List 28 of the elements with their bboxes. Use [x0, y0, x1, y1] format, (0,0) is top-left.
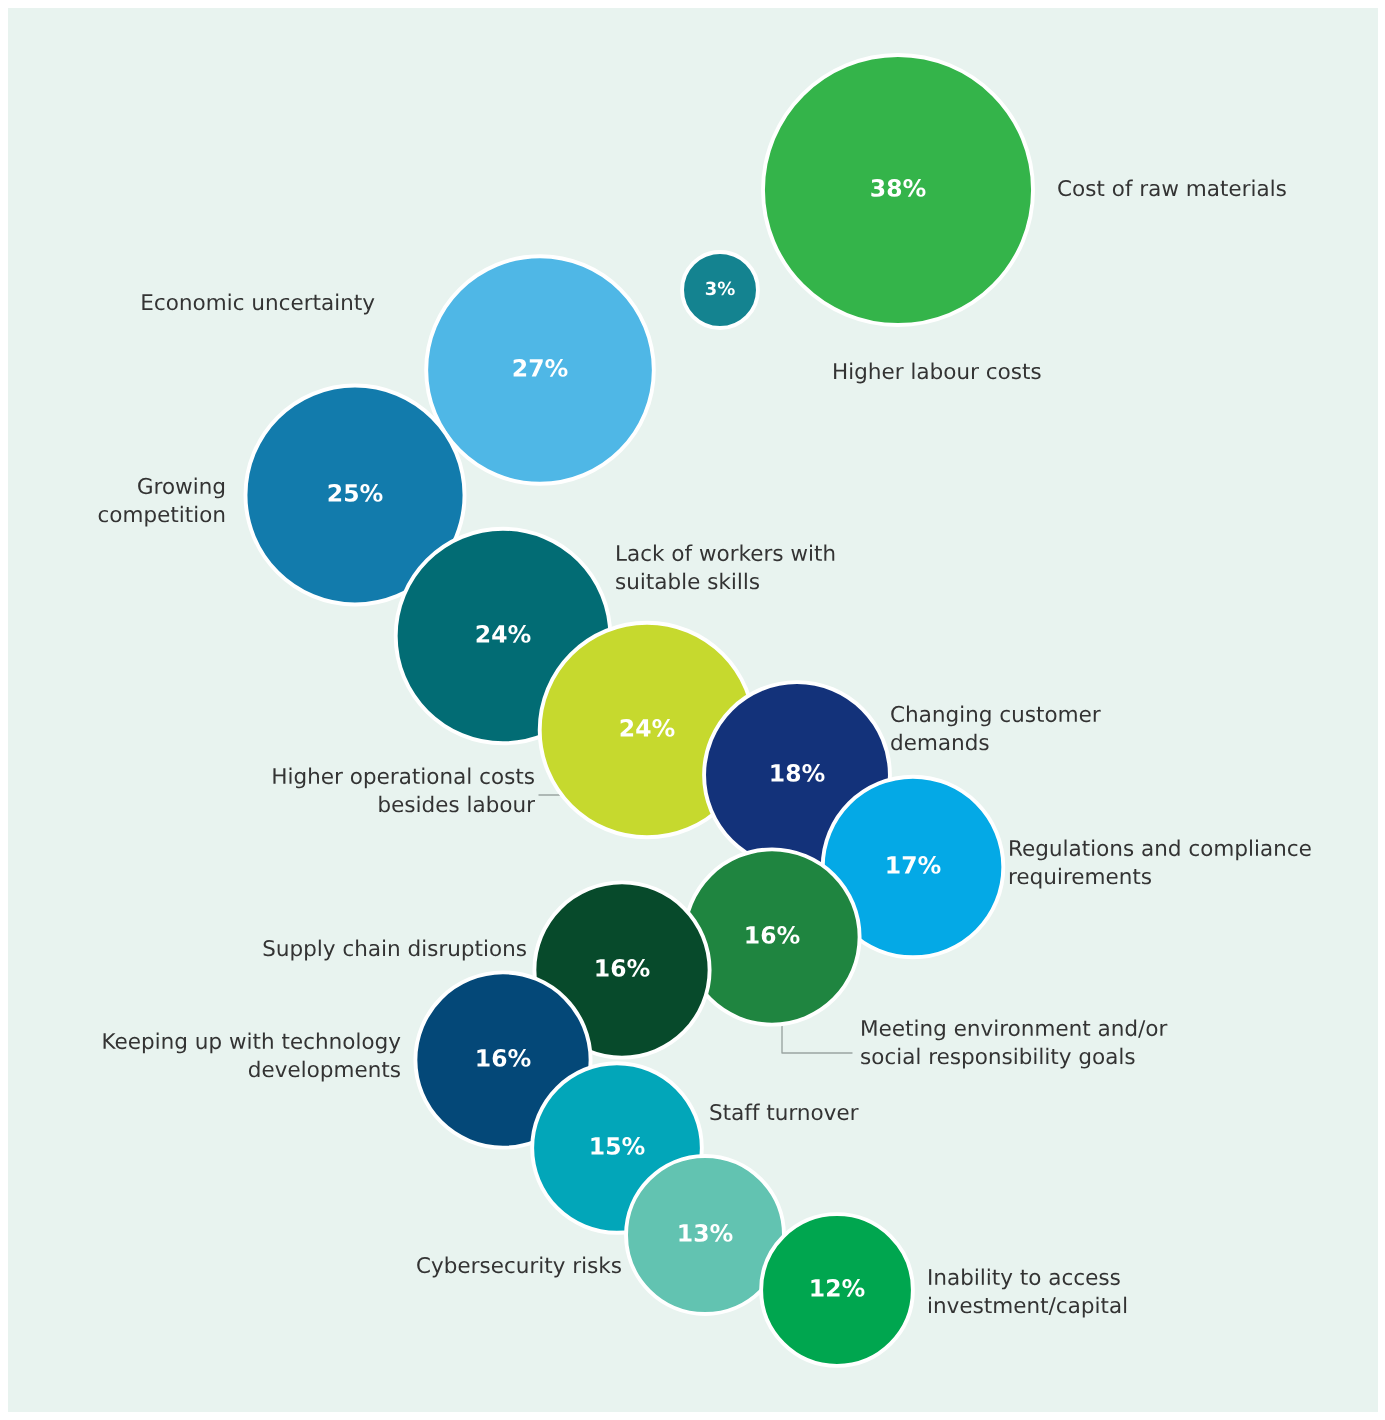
data-label: 16% — [746, 925, 800, 944]
category-label: Economic uncertainty — [142, 293, 375, 315]
data-label: 18% — [771, 763, 825, 782]
category-label: Regulations and compliance requirements — [1009, 839, 1311, 889]
category-label: Staff turnover — [710, 1103, 859, 1121]
category-label: Changing customer demands — [891, 705, 1101, 751]
data-label: 24% — [620, 718, 675, 737]
data-label: 17% — [887, 855, 941, 874]
category-label: Cybersecurity risks — [417, 1256, 621, 1278]
category-label: Inability to access investment/capital — [929, 1268, 1127, 1318]
data-label: 13% — [679, 1223, 733, 1242]
category-label: Lack of workers with suitable skills — [616, 544, 835, 590]
category-label: Higher labour costs — [834, 362, 1041, 384]
data-label: 15% — [591, 1136, 645, 1155]
data-label: 38% — [871, 178, 926, 197]
data-label: 16% — [596, 958, 650, 977]
category-label: Supply chain disruptions — [263, 939, 526, 961]
category-label: Meeting environment and/or social responsibility goals — [861, 1019, 1168, 1069]
category-label: Growing competition — [98, 477, 225, 527]
data-label: 24% — [476, 624, 531, 643]
data-label: 12% — [811, 1278, 865, 1297]
data-label: 25% — [328, 483, 383, 502]
data-label: 16% — [477, 1048, 531, 1067]
category-label: Higher operational costs besides labour — [273, 767, 535, 813]
category-label: Keeping up with technology developments — [103, 1032, 401, 1082]
data-label: 27% — [513, 358, 568, 377]
category-label: Cost of raw materials — [1058, 179, 1286, 197]
data-label: 3% — [705, 281, 735, 296]
